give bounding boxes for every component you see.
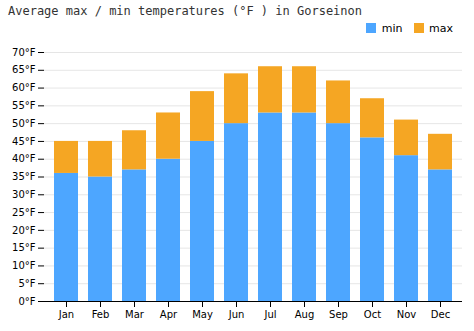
svg-text:Feb: Feb <box>92 309 110 320</box>
svg-text:15°F: 15°F <box>12 242 36 253</box>
svg-text:45°F: 45°F <box>12 136 36 147</box>
svg-text:Sep: Sep <box>329 309 348 320</box>
svg-text:Jul: Jul <box>263 309 276 320</box>
svg-text:Jan: Jan <box>58 309 74 320</box>
svg-text:Jun: Jun <box>228 309 245 320</box>
svg-text:65°F: 65°F <box>12 64 36 75</box>
svg-text:May: May <box>192 309 213 320</box>
svg-text:25°F: 25°F <box>12 207 36 218</box>
svg-text:10°F: 10°F <box>12 260 36 271</box>
svg-text:Oct: Oct <box>364 309 381 320</box>
svg-text:0°F: 0°F <box>18 296 35 307</box>
html-text:min: min <box>381 21 403 35</box>
svg-text:Dec: Dec <box>431 309 450 320</box>
html-text:max: max <box>429 21 453 35</box>
svg-text:70°F: 70°F <box>12 47 36 58</box>
svg-text:30°F: 30°F <box>12 189 36 200</box>
svg-text:35°F: 35°F <box>12 171 36 182</box>
svg-text:Apr: Apr <box>160 309 178 320</box>
svg-text:Aug: Aug <box>295 309 315 320</box>
svg-text:55°F: 55°F <box>12 100 36 111</box>
svg-text:60°F: 60°F <box>12 82 36 93</box>
svg-text:50°F: 50°F <box>12 118 36 129</box>
svg-text:40°F: 40°F <box>12 153 36 164</box>
svg-text:20°F: 20°F <box>12 225 36 236</box>
svg-text:5°F: 5°F <box>18 278 35 289</box>
html-text:Average max / min temperatures: Average max / min temperatures (°F ) in … <box>8 4 362 18</box>
svg-text:Mar: Mar <box>125 309 145 320</box>
svg-text:Nov: Nov <box>397 309 417 320</box>
